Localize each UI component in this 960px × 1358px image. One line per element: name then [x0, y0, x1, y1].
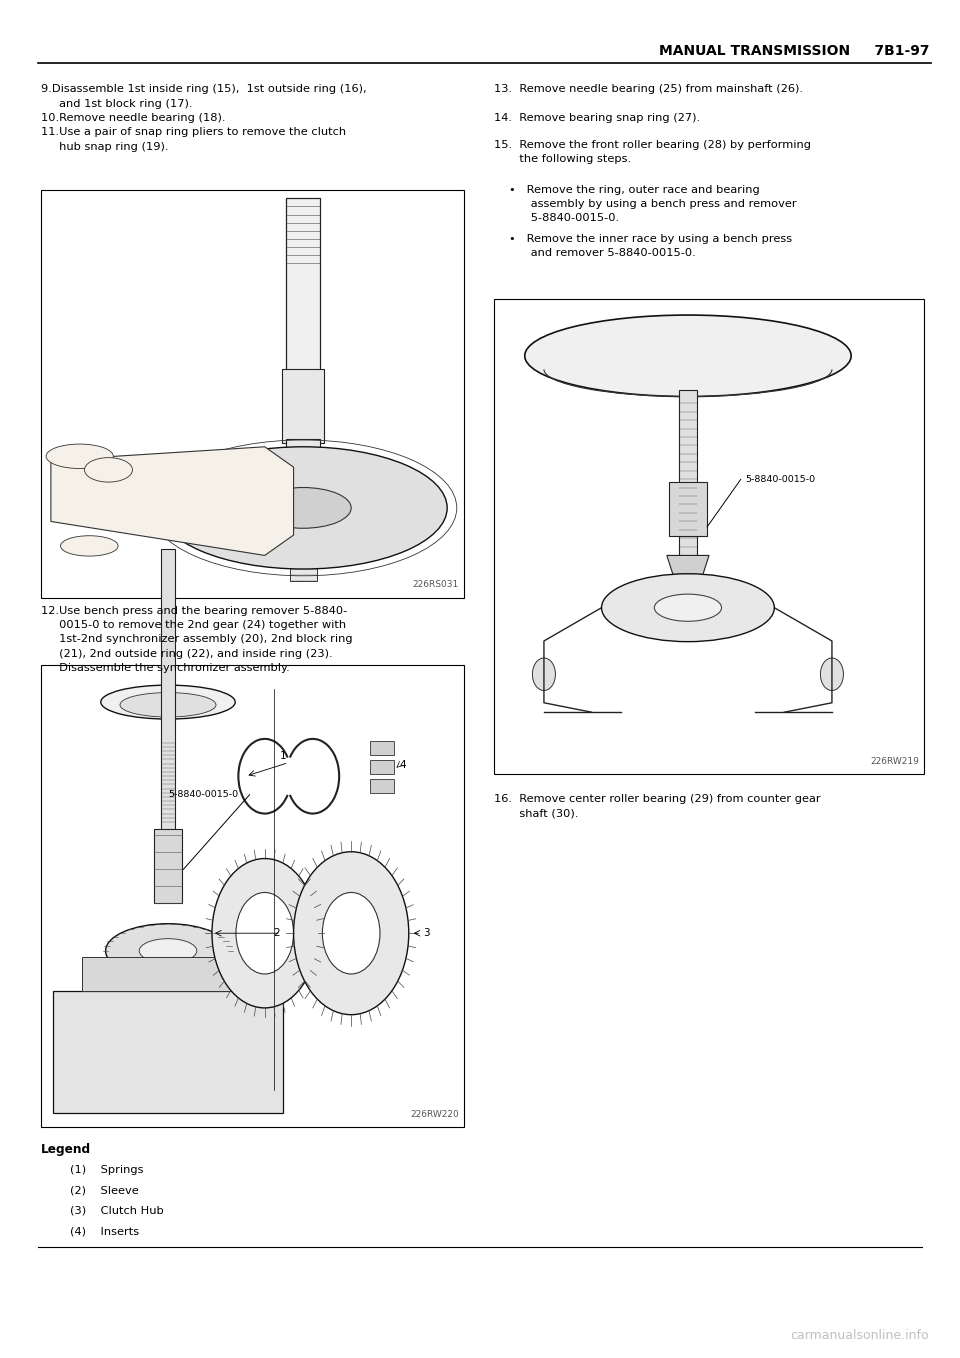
Text: MANUAL TRANSMISSION     7B1-97: MANUAL TRANSMISSION 7B1-97 — [659, 43, 929, 57]
Bar — [41, 665, 464, 1127]
Text: 9.Disassemble 1st inside ring (15),  1st outside ring (16),
     and 1st block r: 9.Disassemble 1st inside ring (15), 1st … — [41, 84, 367, 152]
Bar — [53, 991, 283, 1114]
Text: 226RW220: 226RW220 — [410, 1109, 459, 1119]
Text: 2: 2 — [274, 929, 280, 938]
Ellipse shape — [602, 573, 775, 642]
Ellipse shape — [655, 595, 722, 622]
Text: 226RS031: 226RS031 — [413, 580, 459, 589]
Circle shape — [212, 858, 318, 1008]
Text: carmanualsonline.info: carmanualsonline.info — [791, 1328, 929, 1342]
Polygon shape — [51, 447, 294, 555]
Text: 13.  Remove needle bearing (25) from mainshaft (26).: 13. Remove needle bearing (25) from main… — [494, 84, 804, 94]
Text: •   Remove the inner race by using a bench press
      and remover 5-8840-0015-0: • Remove the inner race by using a bench… — [509, 234, 792, 258]
Circle shape — [821, 659, 844, 691]
Circle shape — [294, 851, 409, 1014]
Ellipse shape — [120, 693, 216, 717]
Polygon shape — [667, 555, 709, 579]
Text: (2)    Sleeve: (2) Sleeve — [70, 1186, 139, 1195]
Bar — [41, 190, 464, 598]
Text: 3: 3 — [423, 929, 430, 938]
Text: (3)    Clutch Hub: (3) Clutch Hub — [70, 1206, 164, 1215]
Ellipse shape — [101, 684, 235, 720]
Bar — [669, 482, 708, 536]
Ellipse shape — [46, 444, 113, 469]
Bar — [161, 549, 175, 835]
Ellipse shape — [106, 923, 230, 978]
Ellipse shape — [525, 315, 852, 397]
Text: 15.  Remove the front roller bearing (28) by performing
       the following ste: 15. Remove the front roller bearing (28)… — [494, 140, 811, 164]
Circle shape — [236, 892, 294, 974]
Bar — [82, 957, 254, 991]
Circle shape — [533, 659, 556, 691]
Text: 14.  Remove bearing snap ring (27).: 14. Remove bearing snap ring (27). — [494, 113, 701, 122]
Bar — [494, 299, 924, 774]
Text: (4)    Inserts: (4) Inserts — [70, 1226, 139, 1236]
Text: •   Remove the ring, outer race and bearing
      assembly by using a bench pres: • Remove the ring, outer race and bearin… — [509, 185, 797, 224]
Bar — [290, 508, 317, 581]
Bar — [286, 439, 321, 508]
Text: 1: 1 — [279, 751, 286, 760]
Circle shape — [323, 892, 380, 974]
Bar — [371, 760, 395, 774]
Bar — [371, 741, 395, 755]
Text: 4: 4 — [399, 760, 406, 770]
Ellipse shape — [159, 447, 447, 569]
Bar — [154, 828, 182, 903]
Bar — [371, 779, 395, 793]
Ellipse shape — [139, 938, 197, 963]
Text: 5-8840-0015-0: 5-8840-0015-0 — [746, 475, 816, 483]
Bar — [286, 198, 321, 373]
Text: Legend: Legend — [41, 1143, 91, 1157]
Ellipse shape — [84, 458, 132, 482]
Text: 16.  Remove center roller bearing (29) from counter gear
       shaft (30).: 16. Remove center roller bearing (29) fr… — [494, 794, 821, 819]
Ellipse shape — [60, 535, 118, 555]
Text: 12.Use bench press and the bearing remover 5-8840-
     0015-0 to remove the 2nd: 12.Use bench press and the bearing remov… — [41, 606, 353, 674]
Text: 226RW219: 226RW219 — [871, 756, 920, 766]
Bar — [680, 390, 697, 559]
Text: (1)    Springs: (1) Springs — [70, 1165, 144, 1175]
Bar — [282, 369, 324, 443]
Text: 5-8840-0015-0: 5-8840-0015-0 — [168, 790, 238, 800]
Ellipse shape — [255, 488, 351, 528]
